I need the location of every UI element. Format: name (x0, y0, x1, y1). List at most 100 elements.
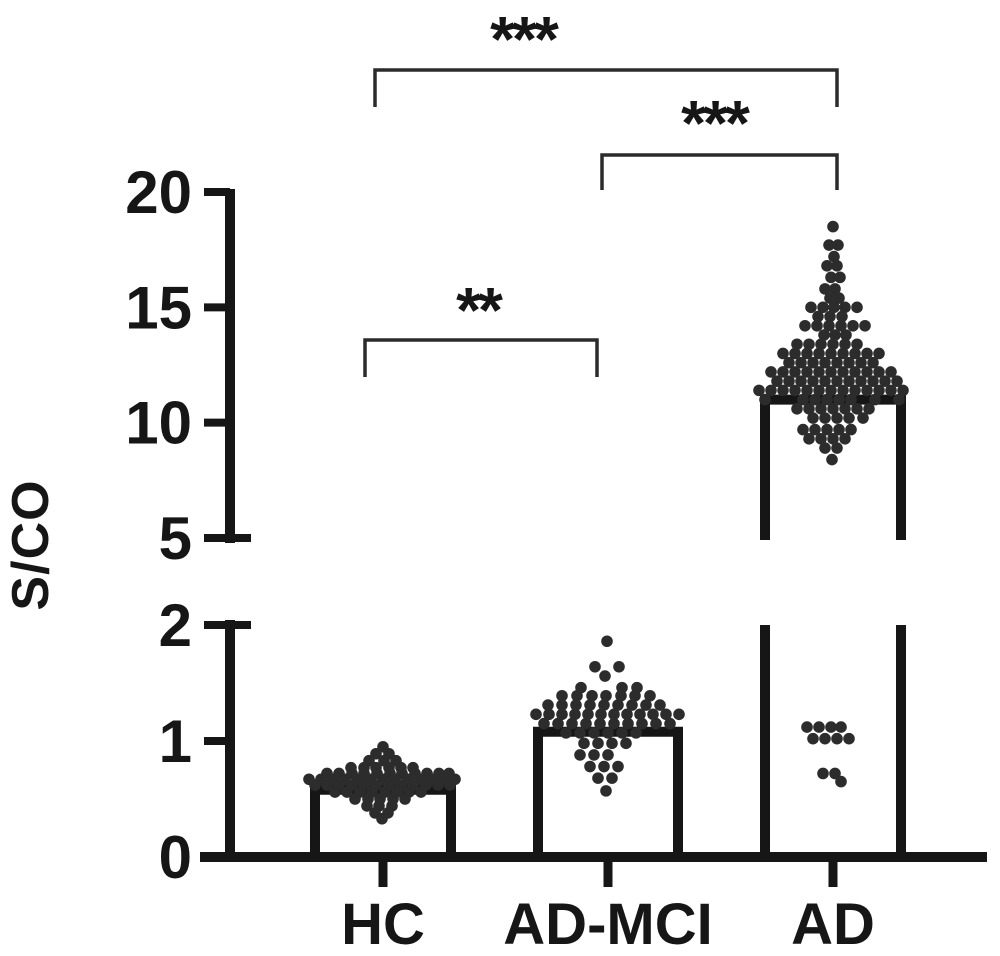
scatter-point (599, 670, 611, 682)
bar-ad-upper (760, 394, 906, 540)
scatter-point (849, 347, 861, 360)
scatter-point (803, 403, 815, 415)
scatter-point (825, 271, 837, 284)
scatter-point (831, 412, 843, 424)
y-tick-label: 15 (125, 274, 192, 341)
scatter-point (594, 717, 606, 730)
scatter-point (819, 412, 831, 424)
y-tick-label: 5 (159, 505, 192, 572)
bar-ad-lower (760, 625, 906, 852)
scatter-point (640, 699, 652, 711)
scatter-point (821, 423, 833, 436)
scatter-point (843, 356, 855, 369)
scatter-point (629, 689, 641, 702)
scatter-point (621, 708, 633, 721)
scatter-point (851, 338, 863, 351)
scatter-point (823, 239, 835, 251)
scatter-point (647, 708, 659, 721)
scatter-point (836, 310, 848, 323)
scatter-point (552, 717, 564, 730)
scatter-point (819, 356, 831, 369)
scatter-point (574, 727, 586, 739)
y-tick-label: 1 (159, 708, 192, 775)
scatter-point (827, 220, 839, 233)
scatter-point (813, 384, 825, 397)
scatter-point (815, 403, 827, 415)
scatter-point (592, 772, 604, 784)
scatter-point (825, 366, 837, 378)
scatter-point (813, 366, 825, 378)
y-tick-label: 0 (159, 824, 192, 891)
scatter-point (783, 375, 795, 387)
scatter-point (606, 737, 618, 750)
scatter-point (580, 717, 592, 730)
scatter-point (834, 271, 846, 284)
scatter-point (321, 779, 333, 791)
scatter-point (636, 717, 648, 730)
scatter-point (827, 433, 839, 445)
scatter-point (560, 727, 572, 739)
scatter-point (843, 412, 855, 424)
scatter-point (807, 412, 819, 424)
scatter-point (829, 767, 841, 780)
scatter-point (831, 260, 843, 272)
scatter-point (783, 356, 795, 369)
significance-label: ** (456, 274, 503, 346)
scatter-point (835, 775, 847, 788)
scatter-point (873, 347, 885, 360)
scatter-point (644, 689, 656, 702)
scatter-point (569, 708, 581, 721)
scatter-point (863, 403, 875, 415)
scatter-point (801, 384, 813, 397)
scatter-point (660, 708, 672, 721)
scatter-point (831, 442, 843, 454)
scatter-point (837, 366, 849, 378)
scatter-point (570, 699, 582, 711)
scatter-point (791, 403, 803, 415)
scatter-point (840, 329, 852, 341)
scatter-point (415, 786, 427, 798)
scatter-point (807, 732, 819, 745)
scatter-point (857, 412, 869, 424)
scatter-point (839, 403, 851, 415)
scatter-point (855, 375, 867, 387)
scatter-point (833, 292, 845, 304)
scatter-point (797, 423, 809, 436)
scatter-point (813, 347, 825, 360)
scatter-point (885, 366, 897, 378)
scatter-point (361, 800, 373, 812)
scatter-point (795, 356, 807, 369)
scatter-point (897, 384, 909, 397)
scatter-point (837, 347, 849, 360)
scatter-point (571, 689, 583, 702)
scatter-point (867, 356, 879, 369)
scatter-point (789, 366, 801, 378)
scatter-point (777, 347, 789, 360)
x-category-label-ad: AD (791, 892, 875, 956)
scatter-point (602, 749, 614, 761)
scatter-point (867, 375, 879, 387)
scatter-point (819, 283, 831, 295)
scatter-point (861, 384, 873, 397)
scatter-point (891, 375, 903, 387)
scatter-point (586, 689, 598, 702)
scatter-point (893, 393, 905, 406)
scatter-point (601, 635, 613, 648)
scatter-point (574, 749, 586, 761)
scatter-point (829, 329, 841, 341)
y-tick-label: 2 (159, 592, 192, 659)
scatter-point (817, 301, 829, 314)
scatter-point (608, 708, 620, 721)
scatter-point (542, 699, 554, 711)
scatter-point (885, 384, 897, 397)
scatter-point (789, 347, 801, 360)
scatter-point (824, 310, 836, 323)
scatter-point (849, 366, 861, 378)
scatter-point (805, 301, 817, 314)
significance-bracket (600, 153, 839, 190)
scatter-point (812, 310, 824, 323)
scatter-point (765, 366, 777, 378)
scatter-point (578, 737, 590, 750)
scatter-point (650, 717, 662, 730)
